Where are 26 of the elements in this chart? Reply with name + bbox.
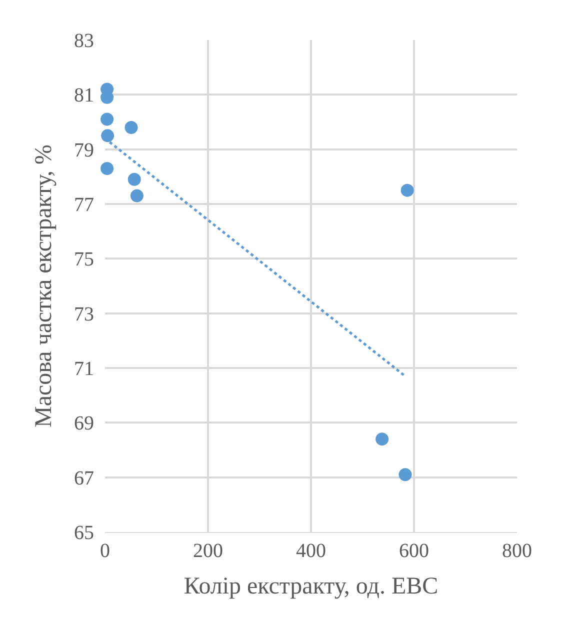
y-tick-label: 77 xyxy=(74,194,94,216)
x-tick-label: 800 xyxy=(502,540,532,562)
y-tick-label: 73 xyxy=(74,303,94,326)
y-tick-label: 79 xyxy=(74,139,94,162)
y-tick-label: 65 xyxy=(74,522,94,544)
y-tick-label: 75 xyxy=(74,248,94,271)
y-axis-title: Масова частка екстракту, % xyxy=(31,144,58,428)
point xyxy=(100,162,114,175)
y-tick-label: 67 xyxy=(74,467,94,490)
x-axis-title: Колір екстракту, од. ЕВС xyxy=(184,573,438,600)
point xyxy=(124,120,138,134)
point xyxy=(130,189,144,202)
point xyxy=(101,129,114,142)
x-tick-label: 600 xyxy=(399,540,429,562)
point xyxy=(100,112,114,126)
point xyxy=(400,184,414,197)
point xyxy=(128,172,141,186)
y-tick-label: 69 xyxy=(74,412,94,435)
y-tick-label: 83 xyxy=(74,30,94,52)
point xyxy=(398,468,412,482)
x-tick-label: 0 xyxy=(100,540,110,562)
point xyxy=(376,432,389,446)
x-tick-label: 400 xyxy=(296,540,326,562)
y-tick-label: 81 xyxy=(74,84,94,107)
y-tick-label: 71 xyxy=(74,358,94,380)
x-tick-label: 200 xyxy=(193,540,223,562)
